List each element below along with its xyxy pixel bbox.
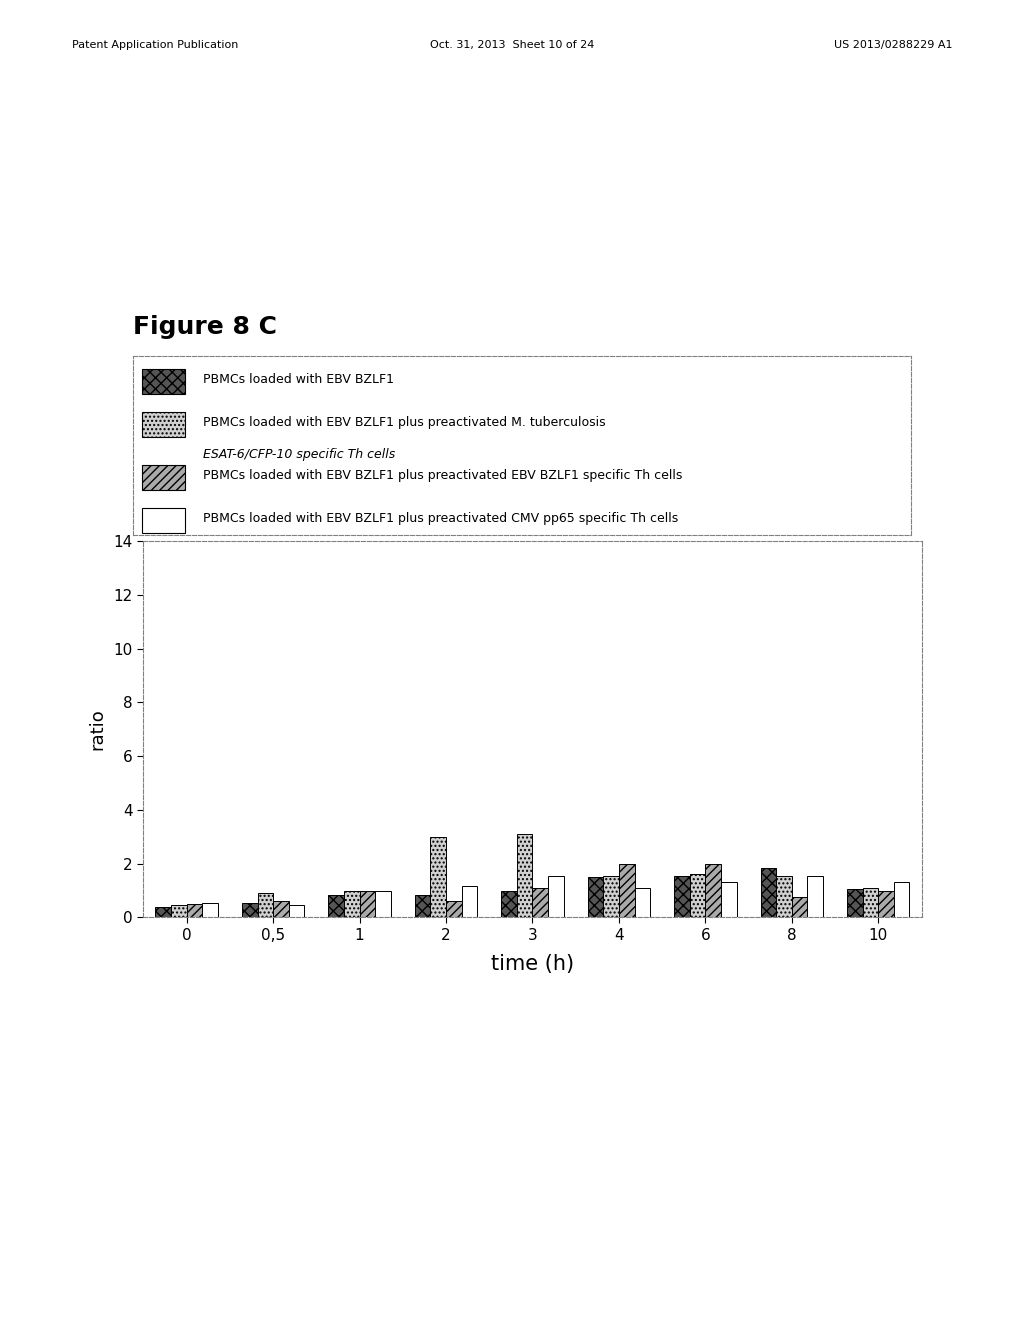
Bar (202, 903, 218, 917)
Bar (635, 888, 650, 917)
Bar (776, 875, 792, 917)
Text: PBMCs loaded with EBV BZLF1 plus preactivated CMV pp65 specific Th cells: PBMCs loaded with EBV BZLF1 plus preacti… (203, 512, 679, 525)
Bar (156, 907, 171, 917)
Bar (761, 867, 776, 917)
Bar (462, 887, 477, 917)
Bar (415, 895, 430, 917)
Text: US 2013/0288229 A1: US 2013/0288229 A1 (834, 40, 952, 50)
Bar (603, 875, 618, 917)
Bar (532, 888, 548, 917)
Bar (142, 508, 185, 533)
Bar (375, 891, 391, 917)
Text: PBMCs loaded with EBV BZLF1 plus preactivated EBV BZLF1 specific Th cells: PBMCs loaded with EBV BZLF1 plus preacti… (203, 470, 683, 482)
Bar (674, 875, 690, 917)
Bar (344, 891, 359, 917)
Bar (242, 903, 257, 917)
Bar (273, 902, 289, 917)
Bar (808, 875, 823, 917)
Text: Oct. 31, 2013  Sheet 10 of 24: Oct. 31, 2013 Sheet 10 of 24 (430, 40, 594, 50)
Bar (548, 875, 563, 917)
X-axis label: time (h): time (h) (490, 954, 574, 974)
Bar (618, 863, 635, 917)
Text: PBMCs loaded with EBV BZLF1: PBMCs loaded with EBV BZLF1 (203, 374, 394, 385)
Text: PBMCs loaded with EBV BZLF1 plus preactivated M. tuberculosis: PBMCs loaded with EBV BZLF1 plus preacti… (203, 416, 606, 429)
Bar (721, 883, 736, 917)
Bar (142, 465, 185, 490)
Y-axis label: ratio: ratio (89, 709, 106, 750)
Bar (588, 876, 603, 917)
Bar (863, 888, 879, 917)
Text: ESAT-6/CFP-10 specific Th cells: ESAT-6/CFP-10 specific Th cells (203, 447, 395, 461)
Bar (690, 874, 706, 917)
Bar (706, 863, 721, 917)
Bar (289, 906, 304, 917)
Bar (359, 891, 375, 917)
Bar (894, 883, 909, 917)
Bar (517, 834, 532, 917)
Bar (879, 891, 894, 917)
Bar (142, 368, 185, 393)
Bar (430, 837, 446, 917)
Bar (257, 894, 273, 917)
Bar (446, 902, 462, 917)
Bar (142, 412, 185, 437)
Bar (186, 904, 202, 917)
Text: Patent Application Publication: Patent Application Publication (72, 40, 238, 50)
Bar (792, 898, 808, 917)
Bar (171, 906, 186, 917)
Bar (847, 890, 863, 917)
Text: Figure 8 C: Figure 8 C (133, 314, 278, 339)
Bar (329, 895, 344, 917)
Bar (502, 891, 517, 917)
